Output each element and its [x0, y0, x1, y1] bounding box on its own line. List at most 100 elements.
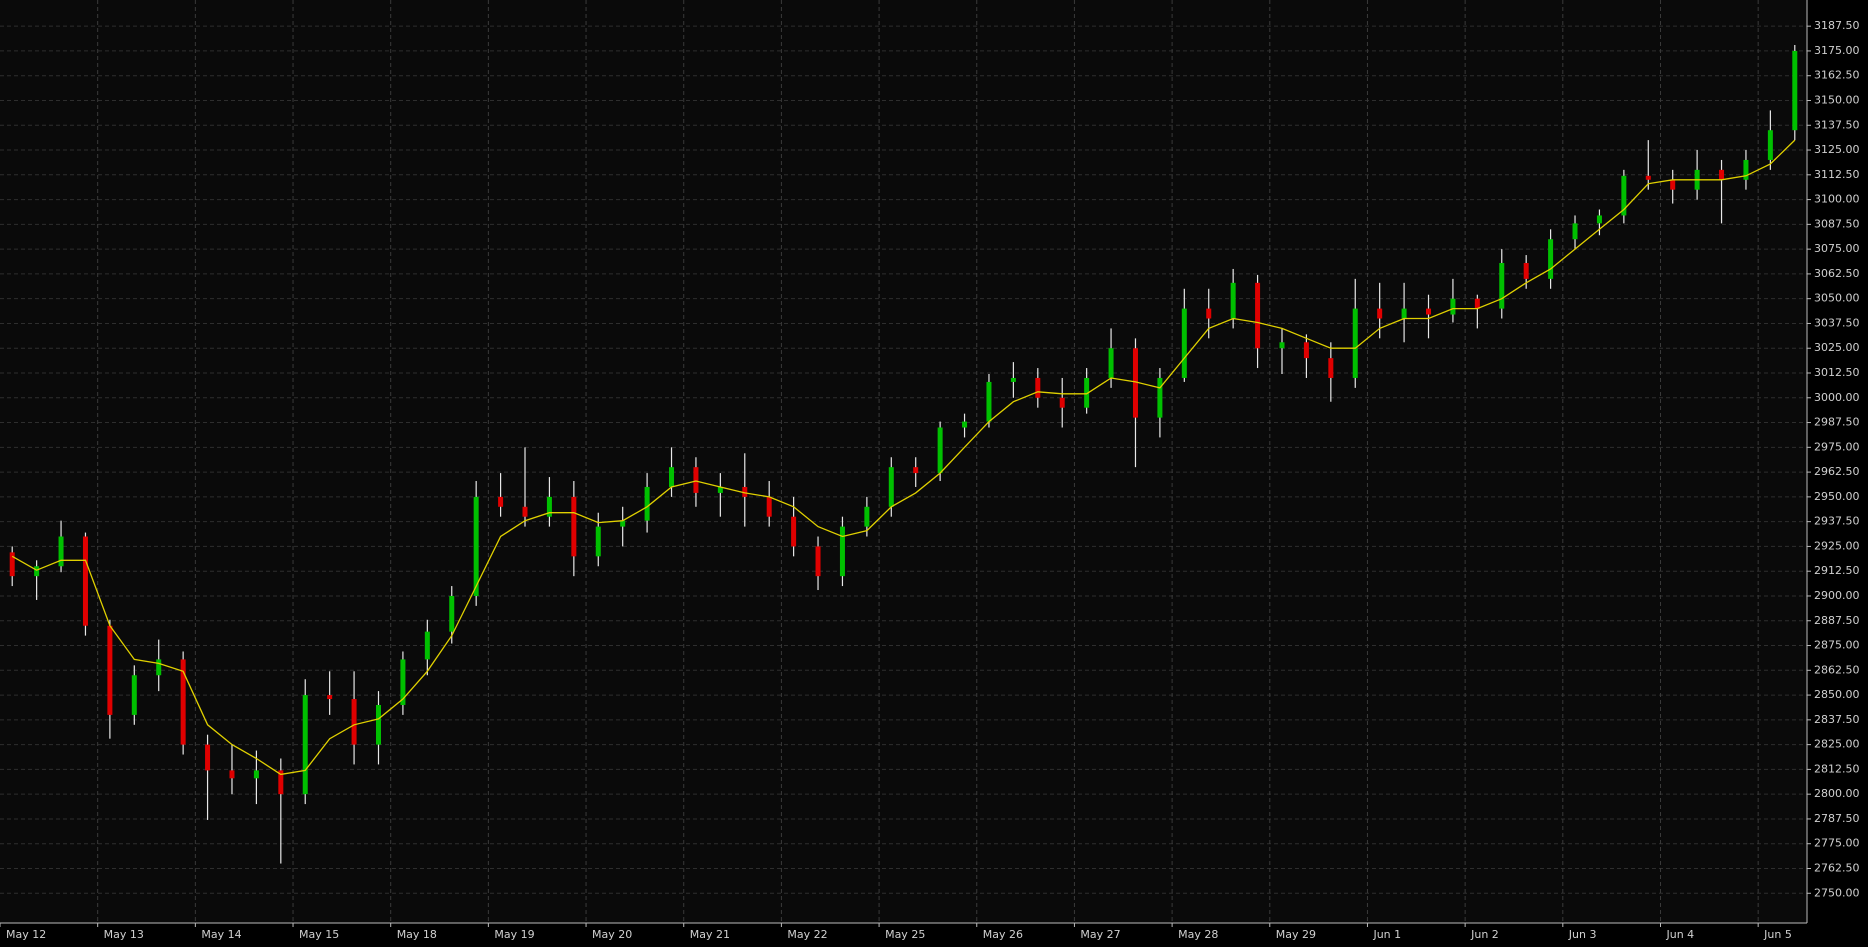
candle-body	[864, 506, 870, 527]
y-tick-label: 2825.00	[1814, 738, 1860, 751]
candle-body	[766, 496, 772, 517]
y-tick-label: 2950.00	[1814, 490, 1860, 503]
y-tick-label: 2875.00	[1814, 639, 1860, 652]
y-tick-label: 2925.00	[1814, 539, 1860, 552]
candle-body	[1132, 348, 1138, 418]
y-tick-label: 3075.00	[1814, 242, 1860, 255]
y-tick-label: 2800.00	[1814, 787, 1860, 800]
candle-body	[205, 744, 211, 771]
candle-body	[9, 552, 15, 577]
candle-body	[913, 467, 919, 474]
x-tick-label: May 13	[104, 928, 144, 941]
y-tick-label: 3175.00	[1814, 44, 1860, 57]
candle-body	[82, 536, 88, 626]
candle-body	[1279, 342, 1285, 349]
candle-body	[669, 467, 675, 487]
x-tick-label: May 26	[983, 928, 1023, 941]
candle-body	[424, 631, 430, 660]
candle-body	[375, 704, 381, 745]
x-tick-label: May 18	[397, 928, 437, 941]
candle-body	[888, 467, 894, 507]
y-tick-label: 2812.50	[1814, 762, 1860, 775]
candle-body	[937, 427, 943, 474]
y-tick-label: 3062.50	[1814, 267, 1860, 280]
y-tick-label: 3187.50	[1814, 19, 1860, 32]
candle-body	[1255, 282, 1261, 349]
candle-body	[962, 421, 968, 428]
y-tick-label: 3012.50	[1814, 366, 1860, 379]
x-tick-label: May 28	[1178, 928, 1218, 941]
x-tick-label: May 29	[1276, 928, 1316, 941]
candle-body	[1792, 50, 1798, 131]
candle-body	[1303, 342, 1309, 359]
candle-body	[1352, 308, 1358, 378]
candle-body	[1059, 397, 1065, 408]
candle-body	[1426, 308, 1432, 315]
x-tick-label: Jun 5	[1763, 928, 1792, 941]
candle-body	[1596, 215, 1602, 224]
y-tick-label: 2912.50	[1814, 564, 1860, 577]
candle-body	[1401, 308, 1407, 319]
y-tick-label: 3150.00	[1814, 93, 1860, 106]
candle-body	[400, 659, 406, 705]
x-tick-label: Jun 2	[1470, 928, 1499, 941]
y-tick-label: 3162.50	[1814, 69, 1860, 82]
y-tick-label: 3000.00	[1814, 391, 1860, 404]
candle-body	[1743, 159, 1749, 180]
x-tick-label: Jun 1	[1372, 928, 1401, 941]
y-tick-label: 2750.00	[1814, 886, 1860, 899]
y-tick-label: 3037.50	[1814, 316, 1860, 329]
candle-body	[229, 770, 235, 779]
candle-body	[1474, 298, 1480, 309]
candle-body	[1181, 308, 1187, 378]
candle-body	[595, 526, 601, 557]
x-tick-label: May 21	[690, 928, 730, 941]
candle-body	[449, 595, 455, 632]
x-tick-label: May 14	[201, 928, 241, 941]
candle-body	[327, 695, 333, 700]
y-tick-label: 2850.00	[1814, 688, 1860, 701]
candle-body	[1108, 348, 1114, 378]
candle-body	[180, 659, 186, 745]
candle-body	[1230, 282, 1236, 319]
candle-body	[34, 566, 40, 577]
x-tick-label: May 22	[787, 928, 827, 941]
candle-body	[522, 506, 528, 517]
y-tick-label: 2762.50	[1814, 861, 1860, 874]
candle-body	[1572, 223, 1578, 240]
y-tick-label: 2862.50	[1814, 663, 1860, 676]
y-tick-label: 2900.00	[1814, 589, 1860, 602]
y-tick-label: 2787.50	[1814, 812, 1860, 825]
y-tick-label: 3087.50	[1814, 217, 1860, 230]
candle-body	[1084, 377, 1090, 408]
candle-body	[1645, 175, 1651, 180]
candle-body	[644, 486, 650, 521]
y-tick-label: 2887.50	[1814, 614, 1860, 627]
candle-body	[58, 536, 64, 567]
y-tick-label: 3100.00	[1814, 193, 1860, 206]
candle-body	[815, 546, 821, 577]
x-tick-label: Jun 4	[1665, 928, 1694, 941]
candle-body	[498, 496, 504, 507]
y-tick-label: 3112.50	[1814, 168, 1860, 181]
candle-body	[839, 526, 845, 577]
y-tick-label: 2837.50	[1814, 713, 1860, 726]
candle-body	[546, 496, 552, 517]
x-tick-label: May 27	[1080, 928, 1120, 941]
candle-body	[1206, 308, 1212, 319]
candle-body	[278, 770, 284, 795]
x-tick-label: May 12	[6, 928, 46, 941]
candle-body	[791, 516, 797, 547]
y-tick-label: 3137.50	[1814, 118, 1860, 131]
y-tick-label: 3125.00	[1814, 143, 1860, 156]
x-tick-label: Jun 3	[1568, 928, 1597, 941]
y-tick-label: 2962.50	[1814, 465, 1860, 478]
candle-body	[156, 659, 162, 676]
x-tick-label: May 20	[592, 928, 632, 941]
y-tick-label: 2937.50	[1814, 515, 1860, 528]
candle-body	[1328, 358, 1334, 378]
candle-body	[351, 699, 357, 745]
candle-body	[986, 381, 992, 422]
